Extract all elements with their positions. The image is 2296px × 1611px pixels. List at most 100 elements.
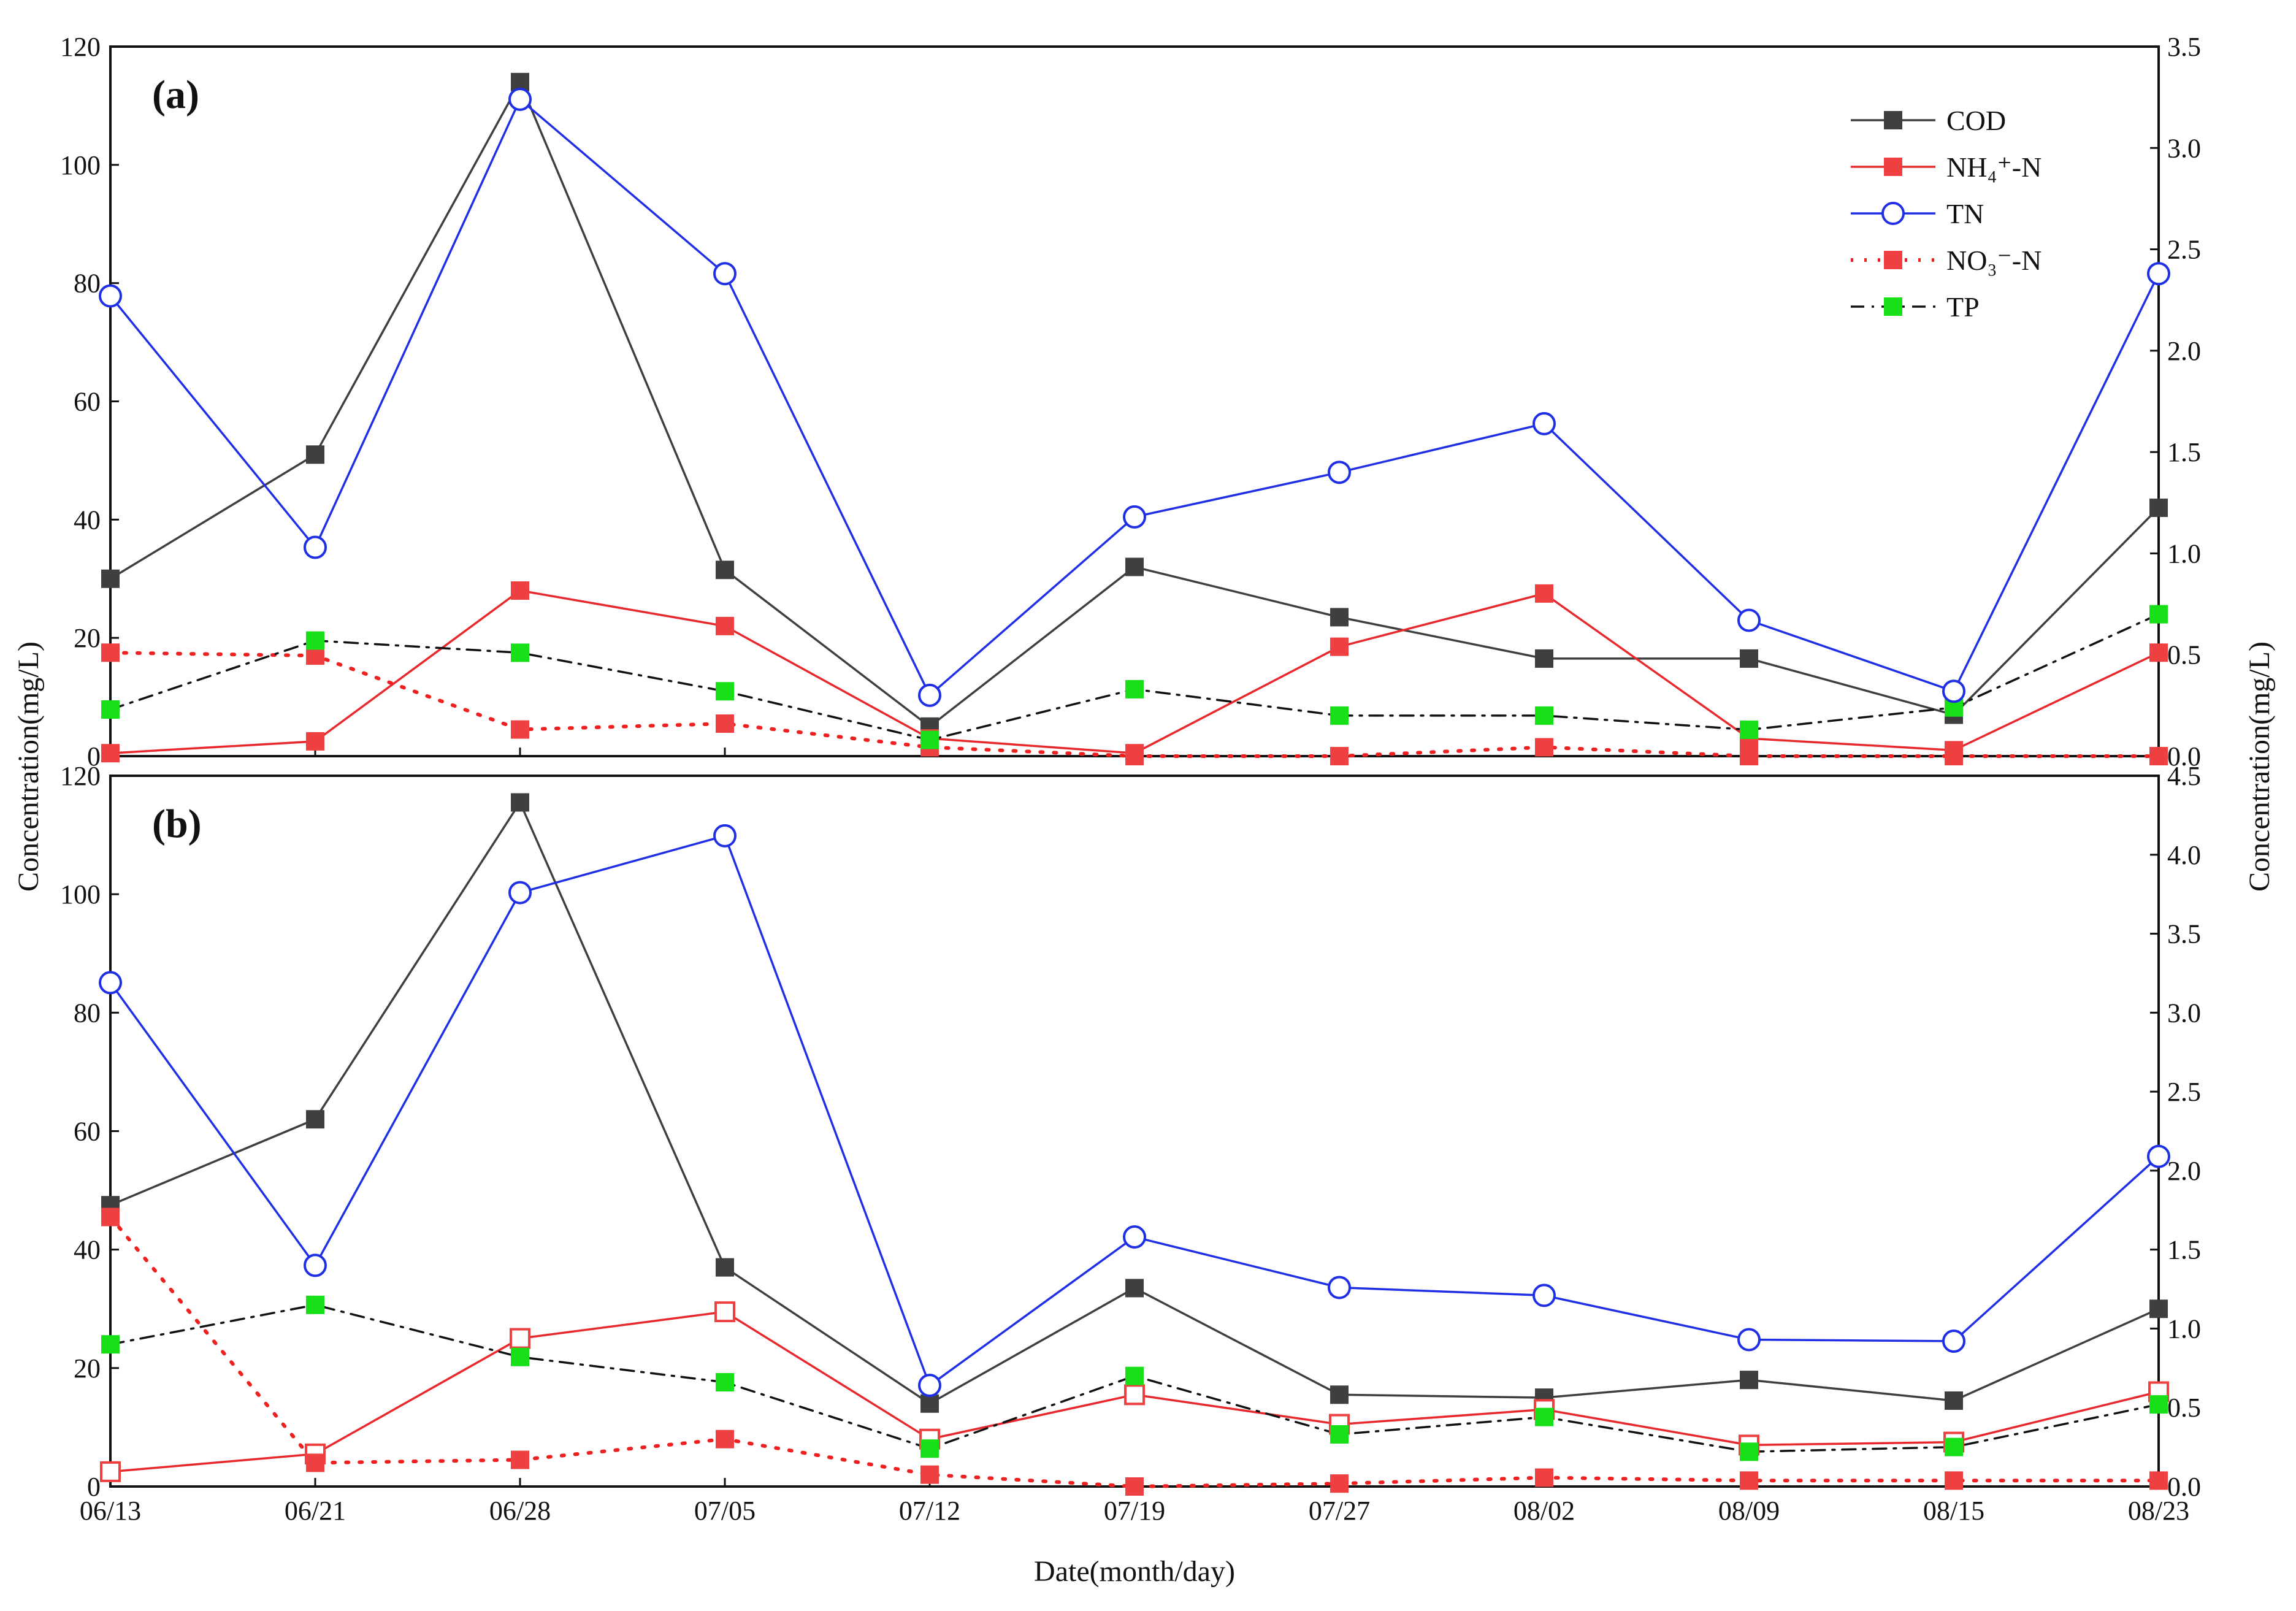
left-tick-label: 100: [60, 150, 101, 180]
data-point-tp: [1125, 1366, 1144, 1385]
data-point-nh4n: [306, 732, 324, 751]
legend-marker-nh4n: [1884, 158, 1902, 176]
data-point-tp: [2149, 605, 2168, 624]
legend-marker-no3n: [1884, 251, 1902, 269]
x-tick-label: 06/21: [285, 1496, 346, 1526]
x-tick-label: 06/13: [80, 1496, 141, 1526]
right-tick-label: 0.0: [2167, 1472, 2201, 1502]
data-point-tn: [2147, 1144, 2170, 1168]
data-point-no3n: [716, 1429, 734, 1448]
right-tick-label: 1.5: [2167, 1235, 2201, 1265]
legend-label: TP: [1946, 291, 1980, 323]
legend-label: NH₄⁺-N: [1946, 151, 2042, 183]
y-axis-title-left: Concentration(mg/L): [12, 641, 45, 892]
data-point-tn: [304, 535, 327, 559]
data-point-tn: [1942, 679, 1965, 703]
data-point-tp: [101, 1335, 120, 1354]
left-tick-label: 60: [74, 1117, 101, 1147]
data-point-cod: [1330, 608, 1349, 627]
x-tick-label: 07/05: [694, 1496, 756, 1526]
series-line-tn: [109, 834, 2160, 1387]
right-tick-label: 1.0: [2167, 1314, 2201, 1344]
right-tick-label: 3.5: [2167, 32, 2201, 62]
right-tick-label: 1.5: [2167, 437, 2201, 467]
data-point-cod: [511, 793, 529, 812]
left-tick-label: 120: [60, 32, 101, 62]
right-tick-label: 2.5: [2167, 1077, 2201, 1107]
left-tick-label: 0: [87, 741, 101, 771]
series-line-cod: [109, 79, 2160, 729]
left-tick-label: 60: [74, 387, 101, 417]
right-tick-label: 0.5: [2167, 1393, 2201, 1423]
x-tick-label: 07/19: [1104, 1496, 1165, 1526]
data-point-nh4n: [101, 744, 120, 763]
data-point-tp: [920, 1439, 939, 1458]
data-point-tn: [918, 1374, 941, 1398]
data-point-tp: [920, 730, 939, 749]
data-point-cod: [306, 1110, 324, 1129]
series-line-nh4n: [109, 589, 2160, 754]
data-point-nh4n: [511, 581, 529, 600]
left-tick-label: 80: [74, 998, 101, 1028]
data-point-tp: [1330, 1425, 1349, 1444]
data-point-cod: [1945, 1391, 1963, 1410]
data-point-tn: [508, 881, 532, 905]
right-tick-label: 3.0: [2167, 133, 2201, 163]
series-line-tp: [109, 613, 2160, 741]
left-tick-label: 20: [74, 623, 101, 653]
right-tick-label: 2.0: [2167, 336, 2201, 366]
series-line-cod: [109, 800, 2160, 1405]
right-tick-label: 4.0: [2167, 840, 2201, 870]
data-point-cod: [716, 1258, 734, 1277]
data-point-cod: [1535, 649, 1553, 668]
left-tick-label: 40: [74, 1235, 101, 1265]
data-point-tp: [1740, 721, 1758, 740]
data-point-cod: [101, 569, 120, 588]
data-point-no3n: [1740, 1471, 1758, 1490]
data-point-tn: [1737, 1328, 1761, 1352]
data-point-cod: [2149, 1299, 2168, 1318]
data-point-tn: [713, 824, 737, 848]
data-point-cod: [1740, 1371, 1758, 1390]
data-point-cod: [1740, 649, 1758, 668]
data-point-nh4n: [510, 1328, 530, 1349]
data-point-cod: [920, 1394, 939, 1413]
data-point-no3n: [1330, 1474, 1349, 1493]
right-tick-label: 4.5: [2167, 761, 2201, 791]
data-point-no3n: [1535, 738, 1553, 757]
data-point-tp: [1740, 1442, 1758, 1461]
left-tick-label: 80: [74, 269, 101, 299]
data-point-tn: [1123, 505, 1146, 529]
data-point-nh4n: [100, 1461, 121, 1482]
x-tick-label: 07/27: [1309, 1496, 1370, 1526]
data-point-tn: [99, 971, 122, 995]
data-point-tn: [99, 284, 122, 308]
right-tick-label: 3.5: [2167, 919, 2201, 949]
data-point-tp: [511, 643, 529, 662]
plot-frame-1: [109, 45, 2160, 757]
data-point-tn: [1533, 411, 1556, 435]
data-point-tp: [716, 682, 734, 701]
data-point-tp: [1535, 1407, 1553, 1426]
legend-marker-tn: [1881, 202, 1905, 225]
left-tick-label: 120: [60, 761, 101, 791]
right-tick-label: 0.0: [2167, 741, 2201, 771]
data-point-cod: [1330, 1385, 1349, 1404]
data-point-tp: [1945, 1437, 1963, 1456]
legend-label: TN: [1946, 198, 1984, 229]
x-tick-label: 06/28: [489, 1496, 551, 1526]
data-point-nh4n: [1535, 584, 1553, 603]
legend-marker-cod: [1884, 111, 1902, 129]
data-point-tp: [101, 700, 120, 719]
x-tick-label: 08/09: [1718, 1496, 1780, 1526]
data-point-tp: [1125, 679, 1144, 698]
data-point-no3n: [511, 720, 529, 739]
data-point-nh4n: [1330, 637, 1349, 656]
panel-label: (a): [152, 72, 199, 117]
y-axis-title-right: Concentration(mg/L): [2243, 641, 2276, 892]
data-point-tn: [2147, 262, 2170, 286]
data-point-no3n: [1740, 747, 1758, 765]
series-line-no3n: [109, 651, 2160, 758]
data-point-tn: [304, 1253, 327, 1277]
